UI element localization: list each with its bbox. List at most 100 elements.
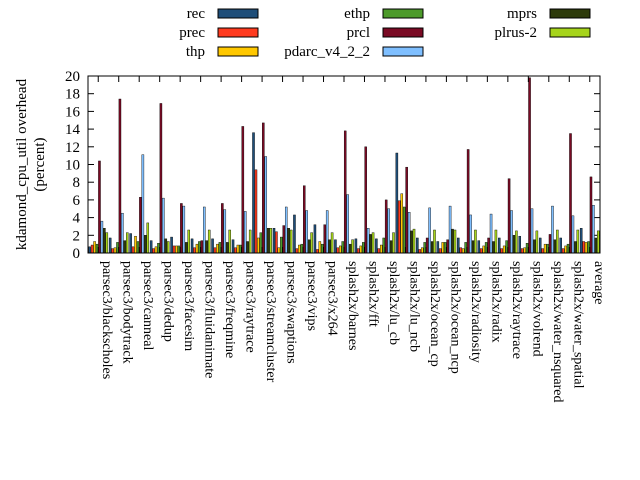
bar-thp-parsec3-fluidanimate: [195, 243, 199, 254]
legend-label-pdarc-v4-2-2: pdarc_v4_2_2: [284, 44, 370, 60]
bar-plrus-2-splash2x-lu-ncb: [412, 228, 416, 254]
bar-mprs-parsec3-raytrace: [246, 241, 249, 254]
bar-rec-parsec3-bodytrack: [108, 237, 112, 254]
bar-prec-parsec3-facesim: [172, 245, 176, 254]
bar-rec-parsec3-blackscholes: [88, 246, 91, 254]
bar-mprs-splash2x-volrend: [533, 239, 536, 254]
bar-thp-splash2x-radiosity: [461, 248, 465, 254]
bar-rec-splash2x-raytrace: [498, 237, 501, 254]
y-tick-label-18: 18: [65, 87, 80, 103]
bar-thp-parsec3-vips: [298, 244, 301, 254]
bar-mprs-splash2x-radix: [492, 241, 495, 254]
bar-thp-splash2x-ocean-ncp: [441, 242, 444, 254]
bar-rec-splash2x-radiosity: [457, 237, 460, 254]
x-tick-label-parsec3-facesim: parsec3/facesim: [181, 261, 196, 351]
bar-pdarc-v4-2-2-splash2x-radiosity: [469, 214, 472, 254]
bar-pdarc-v4-2-2-parsec3-dedup: [162, 197, 165, 254]
legend-label-plrus-2: plrus-2: [495, 25, 538, 41]
bar-plrus-2-parsec3-freqmine: [228, 229, 231, 254]
plot-frame: [87, 75, 601, 254]
bar-plrus-2-parsec3-streamcluster: [269, 228, 272, 254]
x-tick-label-splash2x-fft: splash2x/fft: [365, 261, 380, 327]
bar-rec-splash2x-water-spatial: [559, 237, 562, 254]
bar-prcl-parsec3-blackscholes: [98, 160, 101, 254]
bar-prec-splash2x-ocean-ncp: [439, 248, 442, 254]
bar-thp-parsec3-freqmine: [216, 243, 219, 254]
bar-prcl-splash2x-radiosity: [466, 149, 470, 254]
bar-pdarc-v4-2-2-parsec3-streamcluster: [264, 156, 268, 254]
legend-label-ethp: ethp: [344, 6, 370, 22]
x-tick-label-parsec3-bodytrack: parsec3/bodytrack: [120, 261, 135, 364]
legend-swatch-thp: [217, 46, 259, 57]
y-axis-label-line-1: kdamond_cpu_util overhead: [14, 78, 30, 250]
bar-rec-parsec3-dedup: [149, 240, 153, 254]
bar-prcl-splash2x-fft: [364, 146, 367, 254]
bar-prec-parsec3-streamcluster: [254, 169, 258, 254]
bar-plrus-2-splash2x-lu-cb: [392, 232, 395, 254]
legend-label-prec: prec: [179, 25, 205, 41]
bar-thp-parsec3-canneal: [134, 235, 137, 254]
bar-prcl-splash2x-barnes: [343, 130, 347, 254]
bar-rec-splash2x-ocean-ncp: [436, 241, 440, 254]
bar-rec-splash2x-water-nsquared: [538, 237, 542, 254]
x-tick-label-splash2x-ocean-cp: splash2x/ocean_cp: [427, 261, 442, 367]
bar-mprs-splash2x-water-spatial: [574, 241, 577, 254]
bar-mprs-parsec3-vips: [307, 239, 311, 254]
bar-mprs-parsec3-fluidanimate: [205, 240, 209, 254]
bar-mprs-splash2x-radiosity: [471, 240, 475, 254]
bar-rec-parsec3-fluidanimate: [190, 238, 194, 254]
bar-rec-parsec3-facesim: [170, 236, 173, 254]
x-tick-label-parsec3-dedup: parsec3/dedup: [161, 261, 176, 342]
y-tick-label-16: 16: [65, 104, 81, 120]
bar-prec-splash2x-water-nsquared: [541, 248, 544, 254]
bar-prec-splash2x-fft: [357, 248, 360, 254]
bar-mprs-splash2x-fft: [369, 234, 372, 254]
bar-plrus-2-parsec3-dedup: [167, 241, 170, 254]
y-tick-label-12: 12: [65, 140, 80, 156]
y-tick-label-20: 20: [65, 69, 80, 85]
bar-rec-splash2x-lu-ncb: [395, 152, 399, 254]
x-tick-label-parsec3-fluidanimate: parsec3/fluidanimate: [202, 261, 217, 378]
bar-mprs-splash2x-lu-ncb: [410, 230, 413, 254]
y-tick-label-8: 8: [73, 175, 81, 191]
y-tick-label-2: 2: [73, 228, 81, 244]
bar-pdarc-v4-2-2-parsec3-fluidanimate: [203, 206, 206, 254]
bar-prec-splash2x-lu-cb: [377, 248, 381, 254]
bar-plrus-2-parsec3-raytrace: [248, 229, 252, 254]
bar-ethp-splash2x-lu-ncb: [402, 206, 406, 254]
x-axis: parsec3/blackscholes parsec3/bodytrack par…: [99, 261, 606, 403]
bar-plrus-2-splash2x-barnes: [351, 239, 354, 254]
bar-plrus-2-parsec3-facesim: [187, 229, 190, 254]
bar-prec-parsec3-blackscholes: [90, 244, 94, 254]
y-tick-label-14: 14: [65, 122, 81, 138]
bar-rec-parsec3-raytrace: [231, 239, 235, 254]
bar-prcl-parsec3-dedup: [159, 103, 163, 254]
legend-label-rec: rec: [187, 6, 206, 22]
bar-prcl-parsec3-bodytrack: [118, 98, 122, 254]
x-tick-label-parsec3-canneal: parsec3/canneal: [140, 261, 155, 350]
bar-mprs-splash2x-ocean-ncp: [451, 228, 454, 254]
bar-mprs-parsec3-x264: [328, 239, 331, 254]
bar-thp-splash2x-barnes: [339, 245, 342, 254]
x-tick-label-splash2x-radiosity: splash2x/radiosity: [468, 261, 483, 363]
bar-mprs-splash2x-ocean-cp: [430, 241, 434, 254]
bar-mprs-splash2x-lu-cb: [389, 240, 393, 254]
legend-swatch-pdarc-v4-2-2: [382, 46, 424, 57]
bar-mprs-parsec3-streamcluster: [266, 228, 270, 254]
bar-prec-parsec3-dedup: [152, 248, 155, 254]
bar-prec-splash2x-volrend: [520, 248, 524, 254]
bar-prec-splash2x-water-spatial: [561, 248, 565, 254]
x-tick-label-parsec3-streamcluster: parsec3/streamcluster: [263, 261, 278, 383]
x-tick-label-splash2x-water-spatial: splash2x/water_spatial: [570, 261, 585, 389]
bar-prec-splash2x-lu-ncb: [398, 200, 401, 254]
bar-mprs-parsec3-bodytrack: [123, 240, 127, 254]
bar-mprs-splash2x-raytrace: [512, 235, 516, 254]
bar-plrus-2-splash2x-radix: [494, 229, 498, 254]
bar-pdarc-v4-2-2-parsec3-facesim: [182, 205, 186, 254]
bar-prec-average: [582, 241, 585, 254]
bar-rec-splash2x-barnes: [334, 239, 337, 254]
bar-pdarc-v4-2-2-parsec3-raytrace: [244, 211, 247, 254]
x-tick-label-splash2x-radix: splash2x/radix: [488, 261, 503, 343]
bar-prec-parsec3-swaptions: [275, 231, 278, 254]
